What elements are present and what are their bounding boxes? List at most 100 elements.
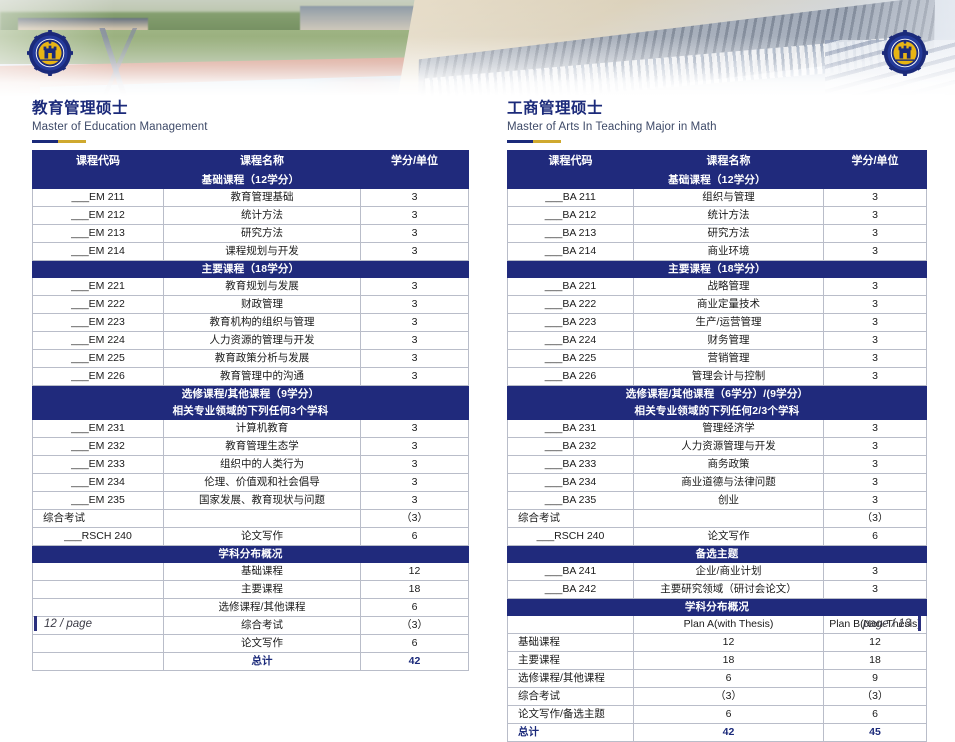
course-code-cell (32, 598, 164, 617)
section-band-row: 主要课程（18学分） (507, 260, 927, 278)
course-name-cell: 论文写作 (633, 527, 824, 546)
course-name-cell: 财政管理 (163, 295, 361, 314)
credit-cell: 3 (823, 331, 927, 350)
credit-cell: （3） (360, 509, 469, 528)
table-row: ___BA 222 商业定量技术 3 (507, 295, 927, 314)
credit-cell: 12 (823, 633, 927, 652)
table-row: ___BA 231 管理经济学 3 (507, 419, 927, 438)
course-code-cell: ___BA 242 (507, 580, 634, 599)
course-name-cell: 选修课程/其他课程 (163, 598, 361, 617)
course-name-cell: 基础课程 (163, 562, 361, 581)
section-band-label: 学科分布概况 (507, 598, 927, 616)
table-row: ___EM 235 国家发展、教育现状与问题 3 (32, 491, 469, 510)
credit-cell: 3 (360, 491, 469, 510)
page-footer-left: 12 / page (34, 616, 92, 631)
course-name-cell: Plan A(with Thesis) (633, 615, 824, 634)
course-code-cell: ___EM 225 (32, 349, 164, 368)
course-name-cell: 伦理、价值观和社会倡导 (163, 473, 361, 492)
course-code-cell: ___BA 223 (507, 313, 634, 332)
column-header: 学分/单位 (823, 150, 927, 172)
course-name-cell: 组织与管理 (633, 188, 824, 207)
course-name-cell: 18 (633, 651, 824, 670)
course-name-cell: 总计 (163, 652, 361, 671)
section-band-row: 选修课程/其他课程（6学分）/(9学分） (507, 385, 927, 403)
table-row: ___EM 211 教育管理基础 3 (32, 188, 469, 207)
table-row: ___EM 221 教育规划与发展 3 (32, 277, 469, 296)
course-name-cell: 6 (633, 705, 824, 724)
table-row: 论文写作 6 (32, 634, 469, 653)
table-row: 选修课程/其他课程 6 (32, 598, 469, 617)
course-code-cell: ___RSCH 240 (32, 527, 164, 546)
course-code-cell: ___EM 213 (32, 224, 164, 243)
credit-cell: 6 (360, 634, 469, 653)
course-code-cell: 选修课程/其他课程 (507, 669, 634, 688)
table-row: ___BA 213 研究方法 3 (507, 224, 927, 243)
credit-cell: 3 (360, 242, 469, 261)
course-name-cell: 统计方法 (633, 206, 824, 225)
course-name-cell: 管理经济学 (633, 419, 824, 438)
table-row: ___BA 225 营销管理 3 (507, 349, 927, 368)
course-code-cell: ___BA 221 (507, 277, 634, 296)
program-title-en: Master of Education Management (32, 121, 208, 134)
footer-tick-icon (34, 616, 37, 631)
section-band-row: 相关专业领域的下列任何2/3个学科 (507, 402, 927, 420)
course-code-cell: ___EM 234 (32, 473, 164, 492)
table-row: ___BA 211 组织与管理 3 (507, 188, 927, 207)
table-row: ___BA 221 战略管理 3 (507, 277, 927, 296)
page-footer-right: page / 13 (863, 616, 921, 631)
credit-cell: 3 (823, 224, 927, 243)
section-band-row: 基础课程（12学分） (32, 171, 469, 189)
section-band-row: 基础课程（12学分） (507, 171, 927, 189)
course-name-cell: （3） (633, 687, 824, 706)
program-heading-business: 工商管理硕士 Master of Arts In Teaching Major … (507, 100, 717, 143)
course-name-cell: 创业 (633, 491, 824, 510)
section-band-row: 备选主题 (507, 545, 927, 563)
table-row: 综合考试 （3） (507, 509, 927, 528)
program-title-en: Master of Arts In Teaching Major in Math (507, 121, 717, 134)
credit-cell: （3） (823, 687, 927, 706)
course-code-cell: 论文写作/备选主题 (507, 705, 634, 724)
table-row: ___BA 235 创业 3 (507, 491, 927, 510)
credit-cell: 3 (360, 437, 469, 456)
credit-cell: 18 (360, 580, 469, 599)
course-code-cell: 综合考试 (507, 687, 634, 706)
column-header: 学分/单位 (360, 150, 469, 172)
credit-cell: 3 (823, 580, 927, 599)
credit-cell: 3 (823, 295, 927, 314)
credit-cell: 6 (360, 598, 469, 617)
table-row: 选修课程/其他课程 6 9 (507, 669, 927, 688)
page-number-right: page / 13 (863, 617, 911, 630)
course-name-cell: 计算机教育 (163, 419, 361, 438)
credit-cell: 6 (823, 705, 927, 724)
section-band-label: 相关专业领域的下列任何3个学科 (32, 402, 469, 420)
table-row: ___RSCH 240 论文写作 6 (32, 527, 469, 546)
column-header: 课程名称 (633, 150, 824, 172)
section-band-row: 学科分布概况 (507, 598, 927, 616)
section-band-row: 选修课程/其他课程（9学分） (32, 385, 469, 403)
course-name-cell: 组织中的人类行为 (163, 455, 361, 474)
table-row: ___BA 226 管理会计与控制 3 (507, 367, 927, 386)
table-row: 基础课程 12 12 (507, 633, 927, 652)
course-name-cell: 人力资源管理与开发 (633, 437, 824, 456)
credit-cell: 6 (360, 527, 469, 546)
course-code-cell: ___BA 222 (507, 295, 634, 314)
credit-cell: 3 (360, 331, 469, 350)
course-code-cell: ___EM 233 (32, 455, 164, 474)
course-name-cell: 课程规划与开发 (163, 242, 361, 261)
course-name-cell: 论文写作 (163, 634, 361, 653)
table-row: ___BA 241 企业/商业计划 3 (507, 562, 927, 581)
credit-cell: 3 (360, 206, 469, 225)
table-row: 主要课程 18 (32, 580, 469, 599)
course-name-cell (633, 509, 824, 528)
credit-cell: 42 (360, 652, 469, 671)
credit-cell: 18 (823, 651, 927, 670)
credit-cell: 6 (823, 527, 927, 546)
course-name-cell: 教育管理中的沟通 (163, 367, 361, 386)
course-name-cell: 教育管理基础 (163, 188, 361, 207)
course-code-cell: 主要课程 (507, 651, 634, 670)
course-name-cell: 人力资源的管理与开发 (163, 331, 361, 350)
course-name-cell: 主要课程 (163, 580, 361, 599)
course-code-cell: ___BA 214 (507, 242, 634, 261)
credit-cell: 3 (823, 455, 927, 474)
section-band-label: 基础课程（12学分） (32, 171, 469, 189)
